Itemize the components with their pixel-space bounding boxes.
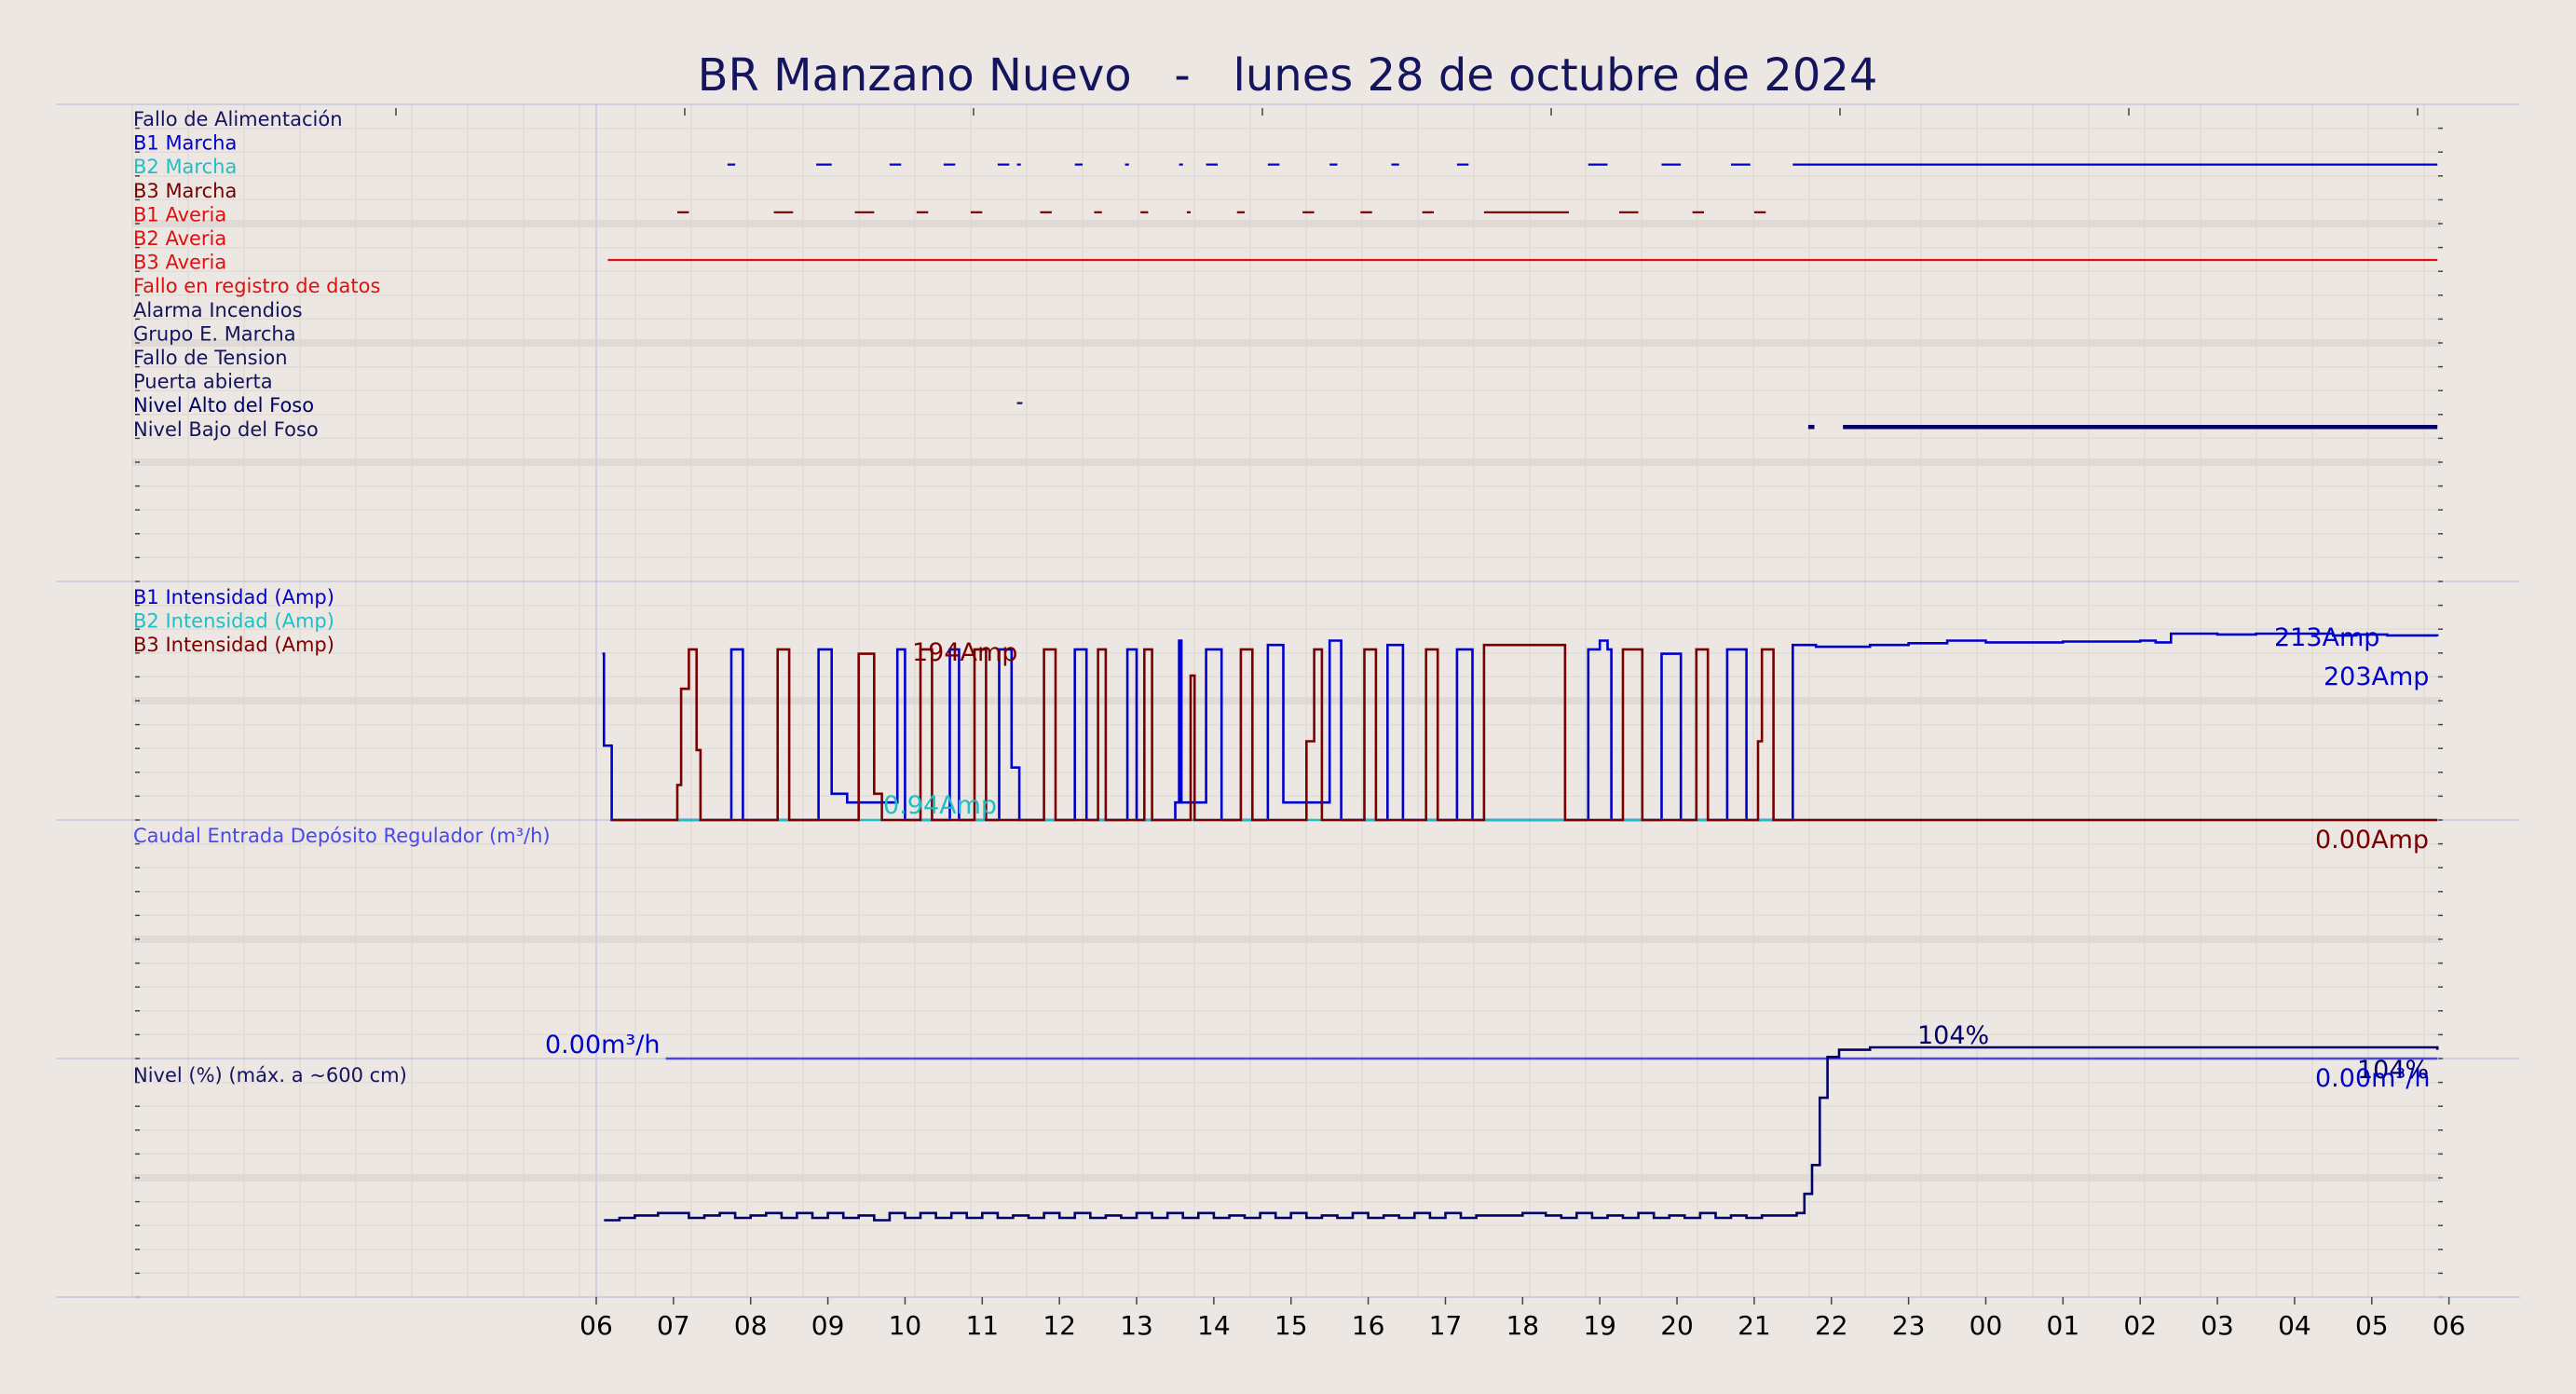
x-tick-label: 10 (889, 1310, 922, 1341)
series-lines (602, 632, 2439, 1222)
value-annotation: 104% (1917, 1021, 1989, 1050)
x-tick-label: 05 (2355, 1310, 2389, 1341)
value-annotation: 203Amp (2324, 663, 2429, 691)
h-band (132, 697, 2441, 704)
x-tick-label: 13 (1120, 1310, 1153, 1341)
panel-dividers (56, 103, 2520, 1298)
series-label: B3 Intensidad (Amp) (133, 634, 334, 656)
series-label: Caudal Entrada Depósito Regulador (m³/h) (133, 825, 551, 847)
x-tick-label: 22 (1815, 1310, 1848, 1341)
x-tick-label: 09 (811, 1310, 845, 1341)
signal-label: B1 Marcha (133, 132, 237, 155)
x-tick-label: 20 (1660, 1310, 1694, 1341)
x-tick-label: 12 (1043, 1310, 1076, 1341)
x-tick-label: 04 (2278, 1310, 2311, 1341)
series-line (604, 1046, 2439, 1222)
x-tick-label: 01 (2047, 1310, 2080, 1341)
h-band (132, 220, 2441, 227)
signal-label: Alarma Incendios (133, 299, 303, 321)
value-annotation: 0.00m³/h (545, 1031, 660, 1059)
x-tick-label: 02 (2123, 1310, 2157, 1341)
value-annotation: 194Amp (912, 638, 1017, 667)
x-tick-label: 06 (579, 1310, 613, 1341)
x-tick-label: 18 (1506, 1310, 1539, 1341)
x-tick-label: 11 (965, 1310, 999, 1341)
signal-label: Fallo de Alimentación (133, 108, 343, 130)
h-band (132, 339, 2441, 347)
h-band (132, 1174, 2441, 1182)
signal-label: Puerta abierta (133, 371, 273, 393)
x-tick-label: 17 (1429, 1310, 1463, 1341)
x-tick-label: 08 (734, 1310, 768, 1341)
signal-label: B2 Averia (133, 227, 226, 250)
x-tick-label: 14 (1197, 1310, 1231, 1341)
signal-label: Nivel Alto del Foso (133, 394, 314, 417)
signal-label: Nivel Bajo del Foso (133, 418, 319, 441)
chart-title: BR Manzano Nuevo - lunes 28 de octubre d… (698, 49, 1878, 102)
x-tick-label: 21 (1738, 1310, 1771, 1341)
x-tick-label: 19 (1583, 1310, 1616, 1341)
signal-label: B3 Marcha (133, 180, 237, 202)
x-tick-label: 23 (1892, 1310, 1926, 1341)
x-tick-label: 03 (2201, 1310, 2234, 1341)
value-annotation: 213Amp (2274, 623, 2379, 652)
signal-timeline (607, 163, 2438, 430)
value-annotation: 0.00m³/h (2315, 1064, 2430, 1093)
value-annotation: 104% (2357, 1056, 2429, 1085)
signal-label: Fallo de Tension (133, 347, 288, 369)
series-line (611, 643, 2438, 822)
h-band (132, 936, 2441, 943)
x-axis: 06 07 08 09 10 11 12 13 14 15 16 17 18 19 20 21 22 23 00 01… (56, 1296, 2520, 1341)
h-band (132, 458, 2441, 466)
x-tick-label: 15 (1274, 1310, 1308, 1341)
x-tick-label: 06 (2433, 1310, 2466, 1341)
x-tick-label: 00 (1969, 1310, 2003, 1341)
signal-label: B1 Averia (133, 203, 226, 226)
value-annotations: 194Amp 0.94Amp 213Amp 203Amp 0.00Amp 0.00m³/h… (545, 623, 2430, 1093)
signal-label: B2 Marcha (133, 156, 237, 178)
value-annotation: 0.94Amp (883, 791, 997, 820)
series-line (602, 632, 2439, 822)
x-tick-label: 07 (657, 1310, 690, 1341)
signal-label: Grupo E. Marcha (133, 322, 296, 345)
x-tick-label: 16 (1352, 1310, 1385, 1341)
value-annotation: 0.00Amp (2315, 826, 2429, 854)
signal-label: B3 Averia (133, 252, 226, 274)
signal-label: Fallo en registro de datos (133, 275, 380, 297)
series-label: B2 Intensidad (Amp) (133, 610, 334, 633)
series-label: B1 Intensidad (Amp) (133, 586, 334, 608)
series-label: Nivel (%) (máx. a ~600 cm) (133, 1064, 407, 1086)
